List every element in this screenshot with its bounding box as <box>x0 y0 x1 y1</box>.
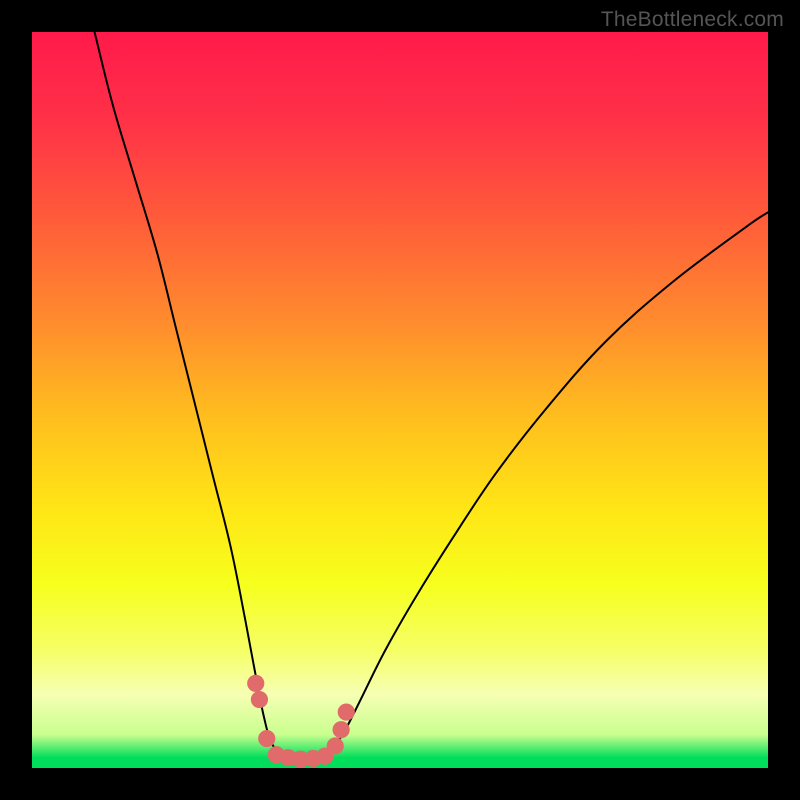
plot-area <box>32 32 768 768</box>
chart-container: TheBottleneck.com <box>0 0 800 800</box>
gradient-background <box>32 32 768 768</box>
plot-svg <box>32 32 768 768</box>
watermark-text: TheBottleneck.com <box>601 8 784 32</box>
marker-point <box>259 730 275 746</box>
marker-point <box>333 722 349 738</box>
bottom-strip <box>32 758 768 768</box>
marker-point <box>327 738 343 754</box>
marker-point <box>248 675 264 691</box>
marker-point <box>338 704 354 720</box>
marker-point <box>251 691 267 707</box>
